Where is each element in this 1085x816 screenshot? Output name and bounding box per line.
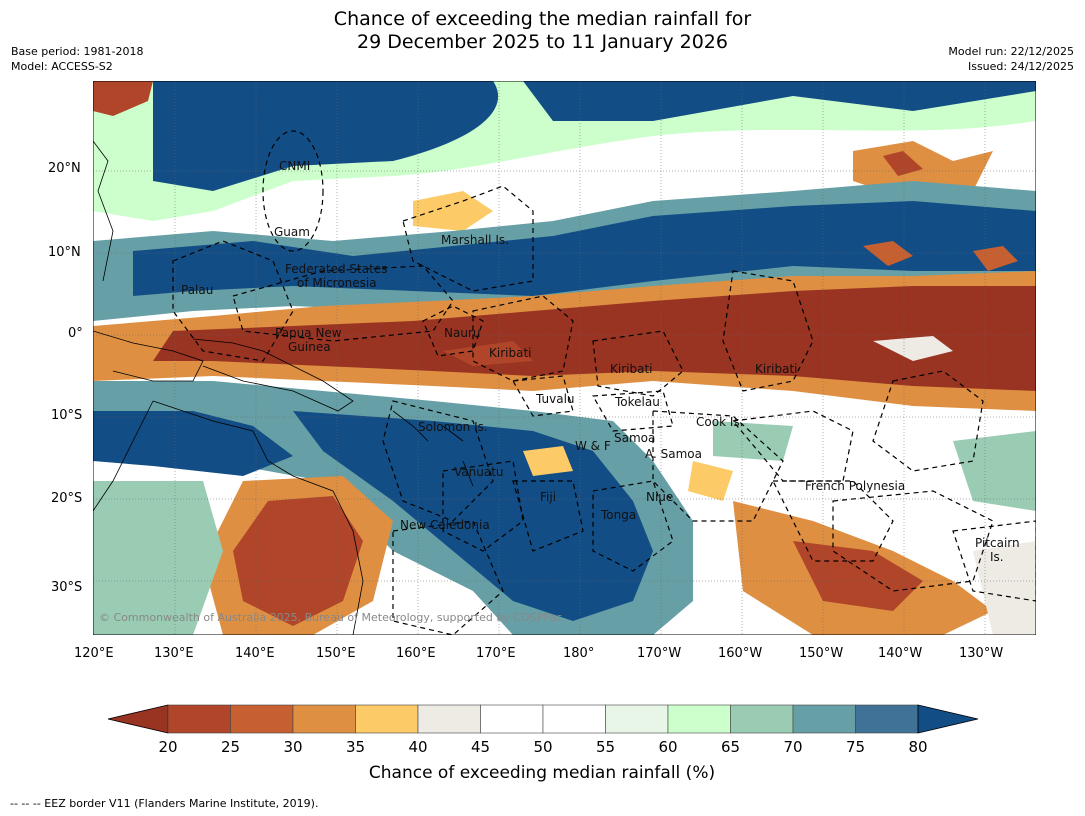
map-title-line2: 29 December 2025 to 11 January 2026 <box>357 31 728 53</box>
colorbar-swatch-55-60 <box>605 704 669 734</box>
map-title-line1: Chance of exceeding the median rainfall … <box>333 8 752 30</box>
colorbar-swatch-75-80 <box>855 704 919 734</box>
colorbar-swatch-65-70 <box>730 704 794 734</box>
label-solomon: Solomon Is. <box>418 420 488 434</box>
label-palau: Palau <box>181 283 213 297</box>
label-samoa: Samoa <box>614 431 655 445</box>
colorbar-tick-50: 50 <box>533 738 552 756</box>
colorbar-tick-80: 80 <box>908 738 927 756</box>
colorbar-tick-60: 60 <box>658 738 677 756</box>
colorbar-swatch-45-50 <box>480 704 544 734</box>
model-run: Model run: 22/12/2025 <box>948 45 1074 58</box>
label-kiribati-west: Kiribati <box>489 346 531 360</box>
colorbar-high-extend <box>917 704 979 734</box>
model-name: Model: ACCESS-S2 <box>11 60 113 73</box>
label-tokelau: Tokelau <box>614 395 660 409</box>
colorbar-tick-65: 65 <box>721 738 740 756</box>
lon-label-180: 180° <box>563 646 595 661</box>
label-fsm-line1: Federated States <box>285 262 387 276</box>
colorbar-swatch-35-40 <box>355 704 419 734</box>
colorbar-swatch-70-75 <box>792 704 856 734</box>
label-guam: Guam <box>274 225 310 239</box>
label-kiribati-east: Kiribati <box>755 362 797 376</box>
lon-label-170e: 170°E <box>476 646 516 661</box>
lat-label-30s: 30°S <box>51 580 83 595</box>
lon-label-120e: 120°E <box>74 646 114 661</box>
rainfall-map: CNMI Guam Marshall Is. Federated States … <box>93 81 1036 635</box>
label-pitcairn-line1: Pitcairn <box>975 536 1020 550</box>
lat-label-10n: 10°N <box>48 245 81 260</box>
lon-label-140e: 140°E <box>235 646 275 661</box>
colorbar-swatch-40-45 <box>417 704 481 734</box>
label-fiji: Fiji <box>540 490 556 504</box>
colorbar: 20 25 30 35 40 45 50 55 60 65 70 75 80 C… <box>107 704 979 783</box>
colorbar-swatch-50-55 <box>542 704 606 734</box>
colorbar-tick-25: 25 <box>221 738 240 756</box>
colorbar-tick-20: 20 <box>158 738 177 756</box>
copyright-notice: © Commonwealth of Australia 2025, Bureau… <box>99 611 562 624</box>
coastlines <box>93 140 474 635</box>
lon-label-170w: 170°W <box>637 646 682 661</box>
colorbar-low-extend <box>107 704 169 734</box>
label-wallis-futuna: W & F <box>575 439 611 453</box>
label-png-line2: Guinea <box>288 340 331 354</box>
lon-label-130e: 130°E <box>154 646 194 661</box>
label-nauru: Nauru <box>444 326 480 340</box>
colorbar-tick-45: 45 <box>471 738 490 756</box>
lat-label-10s: 10°S <box>51 408 83 423</box>
lon-label-140w: 140°W <box>878 646 923 661</box>
label-tonga: Tonga <box>600 508 636 522</box>
lat-label-20n: 20°N <box>48 161 81 176</box>
label-marshall: Marshall Is. <box>441 233 509 247</box>
colorbar-tick-70: 70 <box>783 738 802 756</box>
label-american-samoa: A. Samoa <box>645 447 702 461</box>
colorbar-swatch-20-25 <box>167 704 231 734</box>
base-period: Base period: 1981-2018 <box>11 45 144 58</box>
colorbar-tick-40: 40 <box>408 738 427 756</box>
colorbar-swatch-60-65 <box>667 704 731 734</box>
lat-label-20s: 20°S <box>51 491 83 506</box>
lon-label-160e: 160°E <box>396 646 436 661</box>
lon-label-160w: 160°W <box>718 646 763 661</box>
colorbar-tick-75: 75 <box>846 738 865 756</box>
colorbar-tick-30: 30 <box>283 738 302 756</box>
label-kiribati-central: Kiribati <box>610 362 652 376</box>
colorbar-tick-35: 35 <box>346 738 365 756</box>
label-new-caledonia: New Caledonia <box>400 518 490 532</box>
colorbar-swatches <box>167 704 919 734</box>
eez-footnote: -- -- -- EEZ border V11 (Flanders Marine… <box>10 797 319 810</box>
lon-label-130w: 130°W <box>959 646 1004 661</box>
label-fsm-line2: of Micronesia <box>297 276 377 290</box>
label-pitcairn-line2: Is. <box>990 550 1004 564</box>
label-niue: Niue <box>646 490 673 504</box>
label-vanuatu: Vanuatu <box>454 465 504 479</box>
label-french-polynesia: French Polynesia <box>805 479 905 493</box>
lon-label-150w: 150°W <box>799 646 844 661</box>
colorbar-swatch-25-30 <box>230 704 294 734</box>
label-cnmi: CNMI <box>279 159 310 173</box>
colorbar-swatch-30-35 <box>292 704 356 734</box>
colorbar-title: Chance of exceeding median rainfall (%) <box>369 763 715 783</box>
colorbar-tick-55: 55 <box>596 738 615 756</box>
lat-label-0: 0° <box>68 326 83 341</box>
label-tuvalu: Tuvalu <box>535 392 575 406</box>
map-canvas: CNMI Guam Marshall Is. Federated States … <box>93 81 1036 635</box>
eez-borders <box>172 130 1036 635</box>
label-cook: Cook Is. <box>696 415 743 429</box>
label-png-line1: Papua New <box>275 326 342 340</box>
lon-label-150e: 150°E <box>316 646 356 661</box>
issued-date: Issued: 24/12/2025 <box>967 60 1074 73</box>
